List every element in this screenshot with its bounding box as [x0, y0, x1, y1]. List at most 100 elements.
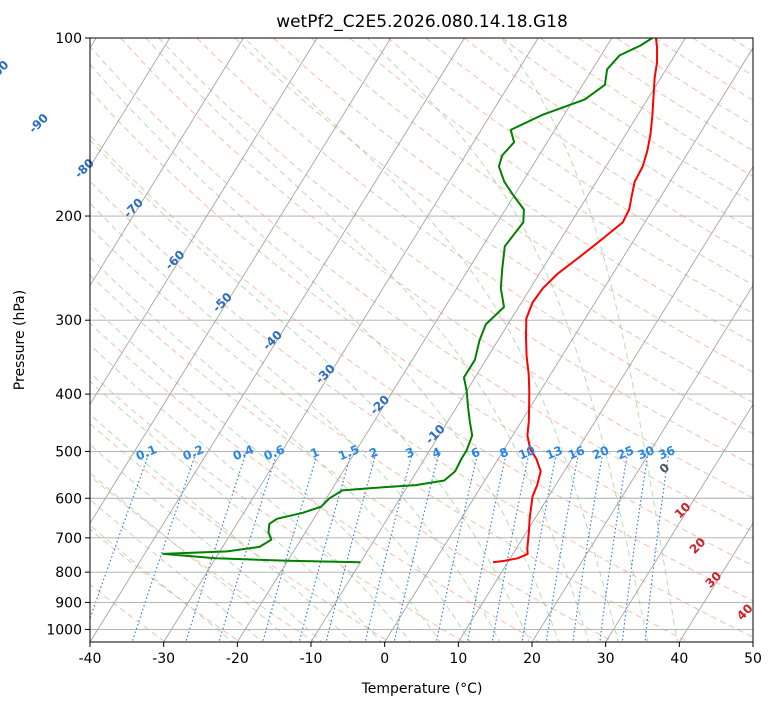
dry-adiabat — [654, 38, 753, 101]
moist-adiabat — [90, 344, 412, 642]
x-tick-label: 20 — [523, 651, 541, 667]
mixing-ratio-label: 25 — [615, 443, 636, 462]
isotherm — [163, 38, 539, 642]
axis-ticks: -40 -30 -20 -10 0 10 20 30 40 5010020030040050060… — [46, 31, 762, 667]
dry-adiabat — [311, 38, 753, 343]
x-tick-label: -10 — [300, 651, 323, 667]
y-tick-label: 200 — [55, 209, 82, 225]
moist-adiabat-label: -100 — [0, 58, 12, 89]
x-tick-label: 40 — [670, 651, 688, 667]
x-tick-label: -40 — [79, 651, 102, 667]
mixing-ratio-label: 13 — [544, 443, 565, 462]
moist-adiabat — [90, 63, 560, 642]
dry-adiabat — [90, 90, 753, 567]
mixing-ratio-line — [466, 451, 508, 642]
mixing-ratio-line — [644, 451, 670, 642]
y-tick-label: 300 — [55, 313, 82, 329]
moist-adiabat — [90, 472, 293, 642]
x-axis-label: Temperature (°C) — [361, 681, 483, 697]
x-tick-label: 50 — [744, 651, 762, 667]
moist-adiabat — [367, 38, 649, 642]
mixing-ratio-label: 3 — [403, 445, 416, 461]
isotherm — [90, 38, 318, 406]
isotherm — [752, 641, 753, 642]
mixing-ratio-line — [393, 451, 440, 642]
isotherm — [531, 284, 753, 642]
x-tick-label: 30 — [597, 651, 615, 667]
dry-adiabat-label: 40 — [734, 601, 756, 623]
y-axis-label: Pressure (hPa) — [12, 290, 28, 390]
mixing-ratio-line — [218, 451, 278, 642]
mixing-ratio-line — [491, 451, 530, 642]
y-tick-label: 900 — [55, 595, 82, 611]
dry-adiabat-label: 10 — [672, 500, 694, 522]
x-tick-label: 0 — [380, 651, 389, 667]
mixing-ratio-label: 20 — [590, 443, 611, 462]
mixing-ratio-line — [545, 451, 580, 642]
mixing-ratio-line — [599, 451, 629, 642]
mixing-ratio-label: 1 — [308, 445, 321, 461]
y-tick-label: 700 — [55, 531, 82, 547]
temperature-line — [492, 38, 659, 564]
isotherm — [678, 522, 753, 642]
dry-adiabat — [158, 38, 753, 466]
isotherm — [236, 38, 613, 642]
mixing-ratio-label: 8 — [498, 445, 511, 461]
mixing-ratio-line — [298, 451, 353, 642]
y-tick-label: 100 — [55, 31, 82, 47]
moist-adiabat-label: -20 — [367, 392, 392, 417]
mixing-ratio-label: 6 — [469, 445, 482, 461]
mixing-ratio-line — [185, 451, 248, 642]
moist-adiabat-label: -30 — [313, 361, 338, 386]
mixing-ratio-label: 10 — [516, 443, 537, 462]
mixing-ratio-line — [364, 451, 414, 642]
mixing-ratio-line — [435, 451, 479, 642]
mixing-ratio-line — [90, 451, 151, 621]
mixing-ratio-label: 0.6 — [262, 442, 287, 463]
isotherm — [457, 165, 753, 642]
dewpoint-line — [162, 38, 653, 564]
moist-adiabat — [244, 38, 619, 642]
series-lines — [162, 38, 659, 564]
mixing-ratio-label: 0.1 — [134, 442, 159, 463]
moist-adiabat-label: -70 — [121, 195, 146, 220]
y-tick-label: 600 — [55, 491, 82, 507]
isotherm — [310, 38, 687, 642]
y-tick-label: 1000 — [46, 622, 82, 638]
mixing-ratio-label: 0.2 — [181, 442, 206, 463]
mixing-ratio-line — [572, 451, 604, 642]
dry-adiabat — [90, 180, 753, 638]
mixing-ratio-line — [621, 451, 649, 642]
y-tick-label: 500 — [55, 444, 82, 460]
moist-adiabat — [90, 202, 501, 642]
isotherm — [90, 38, 245, 287]
dry-adiabat — [578, 38, 753, 152]
moist-adiabat-label: -90 — [26, 111, 51, 136]
y-tick-label: 800 — [55, 565, 82, 581]
plot-frame — [89, 37, 754, 643]
moist-adiabat-label: -40 — [260, 328, 285, 353]
moist-adiabat-label: -10 — [423, 422, 448, 447]
background-lines — [90, 38, 753, 642]
moist-adiabat-label: -50 — [210, 290, 235, 315]
mixing-ratio-line — [325, 451, 378, 642]
dry-adiabat — [349, 38, 753, 314]
mixing-ratio-line — [262, 451, 319, 642]
dry-adiabat — [90, 226, 690, 642]
dry-adiabat — [90, 372, 466, 642]
dry-adiabat — [120, 38, 753, 499]
dry-adiabat — [196, 38, 753, 435]
moist-adiabat-label: -60 — [162, 247, 187, 272]
dry-adiabat — [540, 38, 753, 177]
x-tick-label: 10 — [449, 651, 467, 667]
isotherm — [90, 38, 171, 168]
mixing-ratio-line — [131, 451, 198, 642]
x-tick-label: -20 — [226, 651, 249, 667]
isotherm — [605, 403, 753, 642]
chart-title: wetPf2_C2E5.2026.080.14.18.G18 — [276, 12, 568, 32]
mixing-ratio-label: 1.5 — [336, 442, 361, 463]
isotherm — [384, 47, 753, 642]
isotherm — [90, 38, 466, 642]
x-tick-label: -30 — [152, 651, 175, 667]
